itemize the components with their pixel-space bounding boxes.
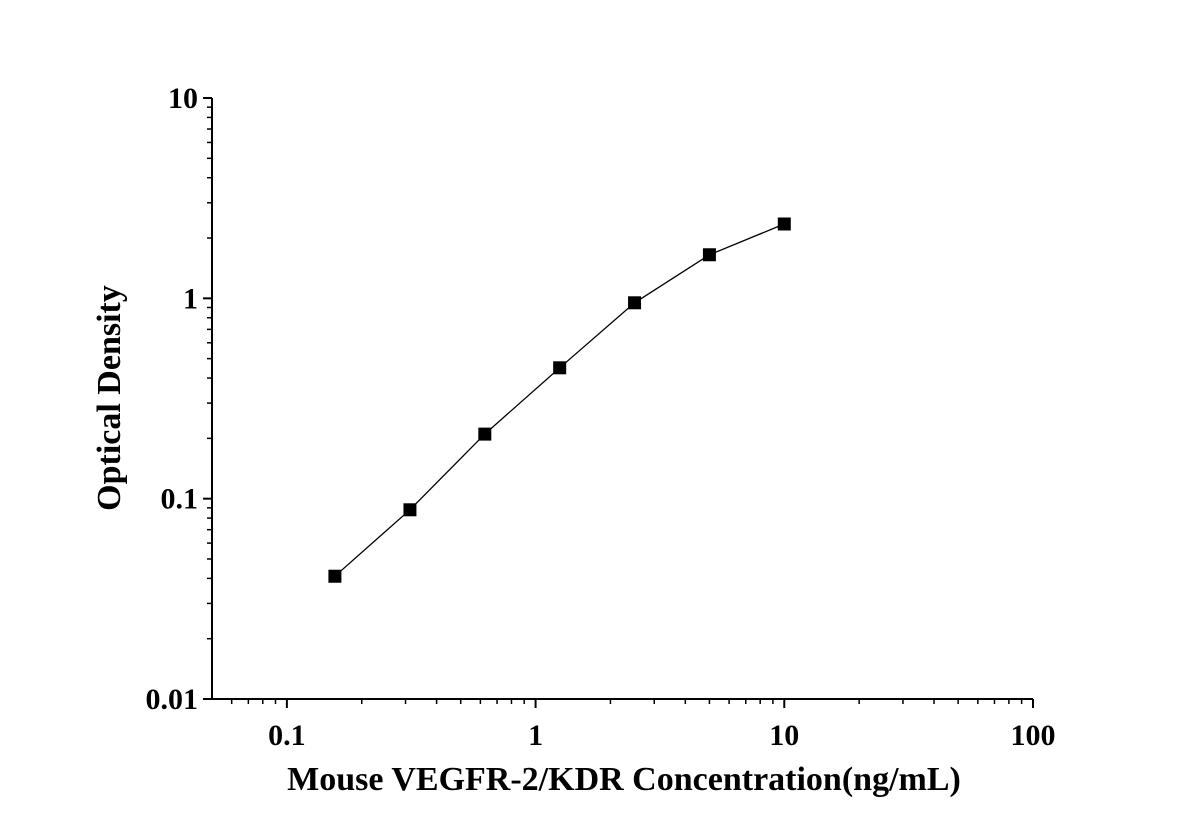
- data-point-marker: [553, 361, 567, 375]
- x-axis-title: Mouse VEGFR-2/KDR Concentration(ng/mL): [287, 761, 961, 798]
- data-point-marker: [478, 427, 492, 441]
- x-ticks: 0.1 1 10 100: [230, 699, 1056, 752]
- x-tick-label: 0.1: [268, 719, 306, 752]
- x-tick-label: 100: [1011, 719, 1056, 752]
- series-line: [334, 223, 785, 577]
- y-tick-label: 10: [168, 82, 198, 115]
- series: [328, 217, 791, 583]
- y-axis-title: Optical Density: [91, 285, 128, 511]
- data-point-marker: [628, 296, 642, 310]
- x-tick-label: 10: [769, 719, 799, 752]
- data-point-marker: [328, 569, 342, 583]
- axes: [211, 98, 1033, 700]
- y-tick-label: 0.1: [161, 483, 199, 516]
- y-tick-label: 1: [183, 282, 198, 315]
- y-ticks: 0.01 0.1 1 10: [146, 82, 212, 716]
- data-point-marker: [777, 217, 791, 231]
- data-point-marker: [702, 248, 716, 262]
- data-point-marker: [403, 503, 417, 517]
- x-tick-label: 1: [528, 719, 543, 752]
- y-tick-label: 0.01: [146, 683, 199, 716]
